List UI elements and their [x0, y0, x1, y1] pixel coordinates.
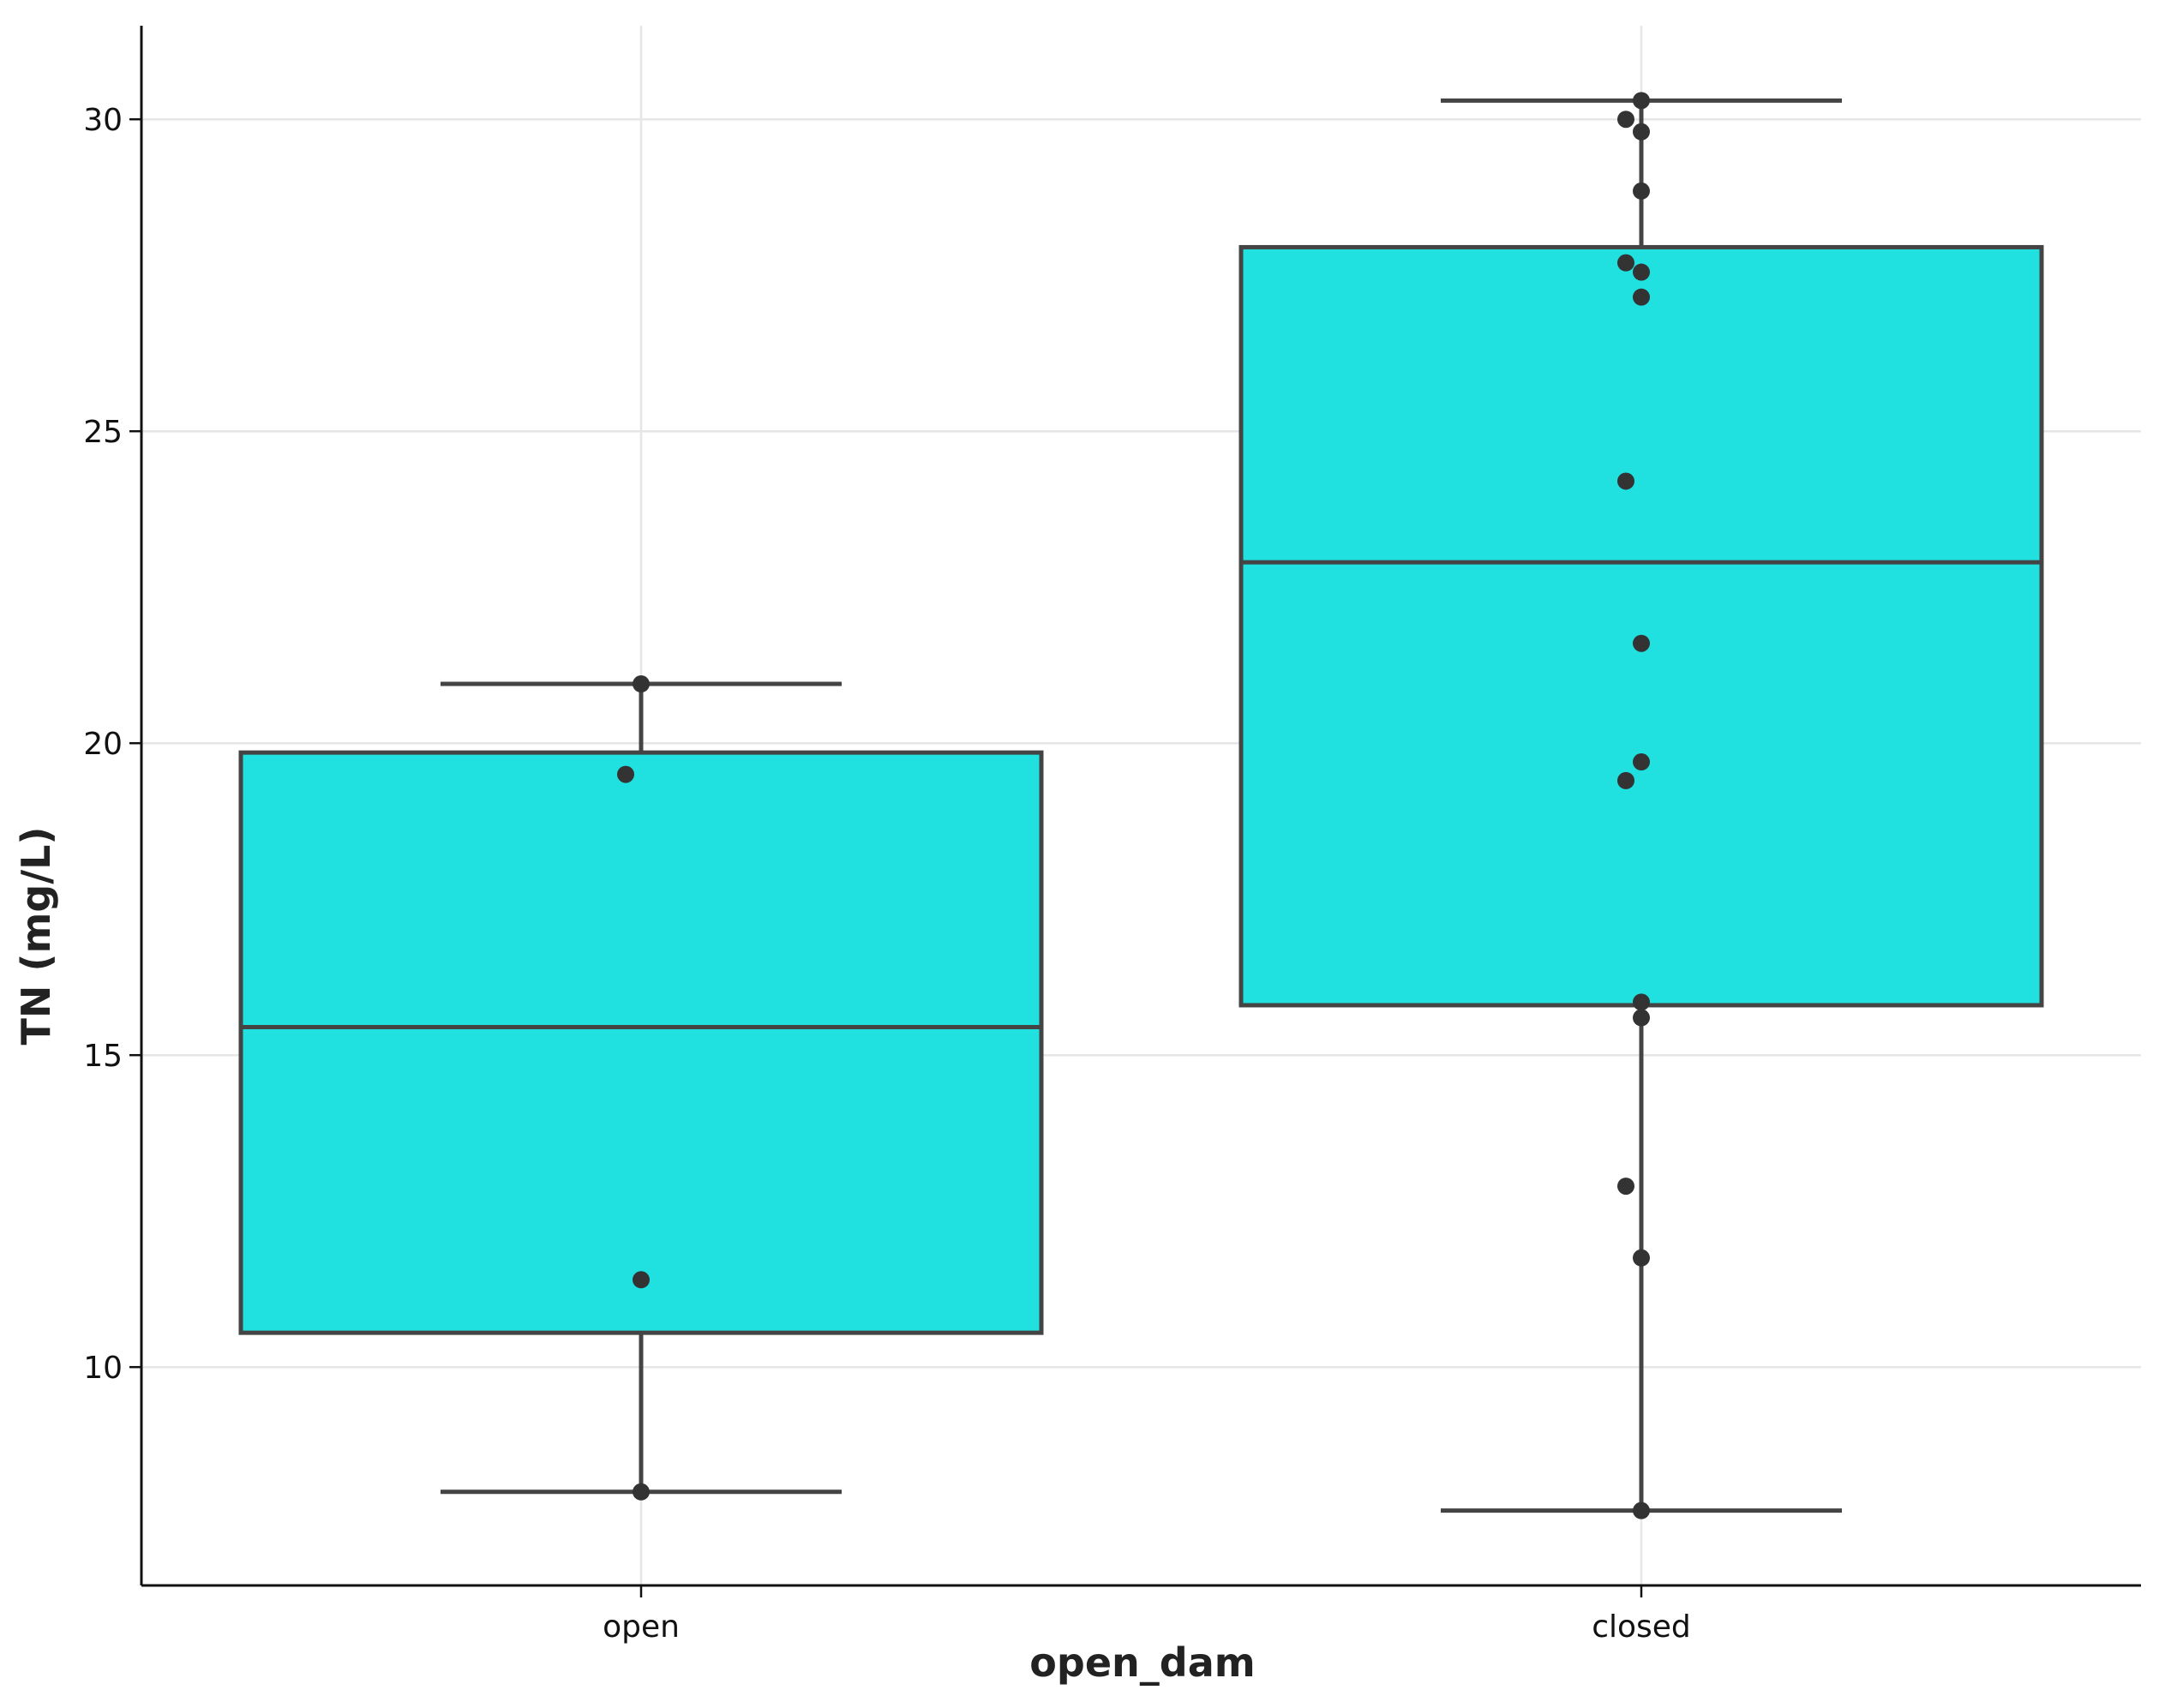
- data-point: [1617, 111, 1634, 129]
- x-tick-label-closed: closed: [1592, 1609, 1691, 1645]
- box-group-closed: [1238, 92, 2044, 1519]
- data-point: [633, 1483, 650, 1501]
- data-point: [1633, 1501, 1650, 1519]
- data-point: [1633, 753, 1650, 771]
- y-axis-title: TN (mg/L): [13, 827, 59, 1046]
- y-tick-label: 20: [83, 727, 123, 762]
- data-point: [1633, 123, 1650, 141]
- data-point: [1633, 1009, 1650, 1027]
- data-point: [1633, 634, 1650, 652]
- data-point: [1633, 1249, 1650, 1267]
- data-point: [1633, 182, 1650, 200]
- data-point: [1633, 993, 1650, 1011]
- box-group-open: [238, 675, 1044, 1501]
- data-point: [1633, 92, 1650, 110]
- y-tick-label: 25: [83, 415, 123, 450]
- box-series: [238, 92, 2044, 1519]
- data-point: [1617, 1178, 1634, 1196]
- y-tick-label: 15: [83, 1039, 123, 1074]
- box-iqr: [238, 750, 1044, 1335]
- data-point: [1617, 472, 1634, 490]
- data-point: [1617, 254, 1634, 272]
- data-point: [617, 765, 634, 783]
- x-axis-ticks: open closed: [603, 1585, 1691, 1645]
- data-point: [1633, 263, 1650, 281]
- x-tick-label-open: open: [603, 1609, 680, 1645]
- box-iqr: [1238, 244, 2044, 1008]
- x-axis-title: open_dam: [1029, 1639, 1255, 1686]
- axes: [140, 26, 2141, 1587]
- data-point: [633, 675, 650, 693]
- data-point: [1633, 288, 1650, 306]
- data-point: [1617, 771, 1634, 789]
- y-tick-label: 10: [83, 1351, 123, 1386]
- y-axis-ticks: 10 15 20 25 30: [83, 103, 141, 1386]
- data-point: [633, 1271, 650, 1289]
- y-tick-label: 30: [83, 103, 123, 138]
